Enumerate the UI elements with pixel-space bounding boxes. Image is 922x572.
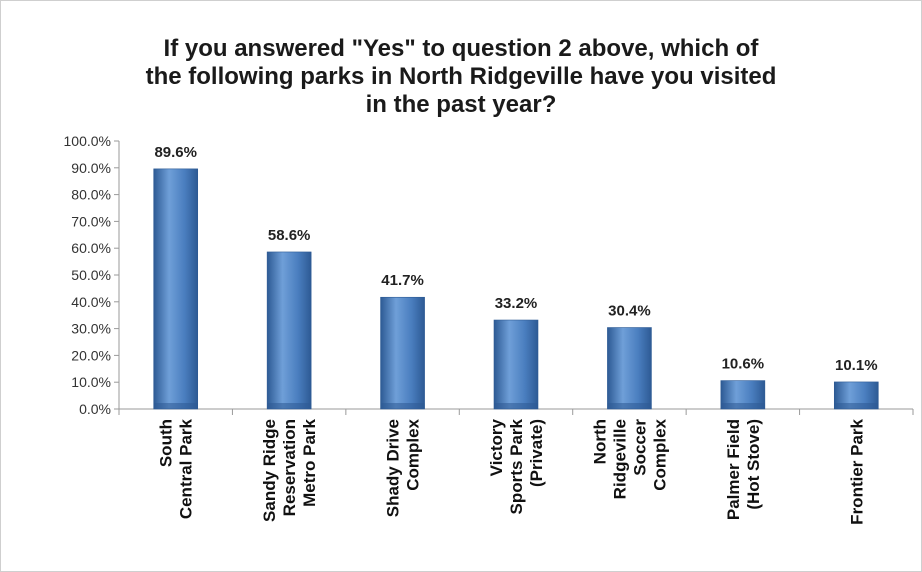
bar [153, 168, 199, 410]
x-tick-label: Sandy Ridge Reservation Metro Park [260, 418, 319, 522]
data-label: 10.1% [835, 357, 878, 374]
data-label: 33.2% [495, 295, 538, 312]
bar [607, 327, 652, 410]
bar-base-shade [267, 403, 312, 409]
bar-base-shade [494, 403, 538, 409]
bar [266, 251, 312, 410]
x-tick-label: Frontier Park [847, 418, 866, 524]
data-label: 89.6% [154, 144, 197, 161]
data-label: 58.6% [268, 227, 311, 244]
y-tick-label: 60.0% [71, 240, 111, 256]
x-tick-label-line: Complex [404, 418, 423, 490]
y-tick-label: 0.0% [79, 401, 111, 417]
x-tick-label-line: Reservation [280, 419, 299, 516]
bar [380, 296, 425, 410]
x-tick-label-line: Metro Park [300, 418, 319, 506]
chart-title-line-3: in the past year? [365, 91, 557, 118]
chart-title-line-2: the following parks in North Ridgeville … [145, 63, 777, 90]
data-label: 41.7% [381, 272, 424, 289]
x-tick-label-line: Frontier Park [847, 418, 866, 524]
x-tick-label-line: Sports Park [507, 418, 526, 514]
chart-title: If you answered "Yes" to question 2 abov… [81, 35, 841, 119]
x-tick-label-line: Complex [650, 418, 669, 490]
x-tick-label-line: Ridgeville [610, 419, 629, 499]
x-tick-label-line: (Hot Stove) [744, 419, 763, 510]
x-tick-label-line: Palmer Field [724, 419, 743, 520]
y-tick-label: 80.0% [71, 187, 111, 203]
x-tick-label: South Central Park [157, 418, 196, 519]
bar [493, 319, 539, 410]
x-tick-label-line: Sandy Ridge [260, 419, 279, 522]
x-tick-label: Shady Drive Complex [384, 418, 423, 517]
x-tick-label-line: North [590, 419, 609, 464]
x-tick-label-line: (Private) [527, 419, 546, 487]
bar-base-shade [720, 403, 765, 409]
y-tick-label: 10.0% [71, 374, 111, 390]
x-tick-label-line: South [157, 419, 176, 467]
y-tick-label: 100.0% [64, 133, 111, 149]
x-tick-label-line: Victory [487, 418, 506, 476]
y-tick-label: 50.0% [71, 267, 111, 283]
x-tick-label-line: Shady Drive [384, 419, 403, 517]
x-tick-label-line: Soccer [630, 419, 649, 476]
bar-base-shade [153, 403, 198, 409]
data-label: 30.4% [608, 303, 651, 320]
x-tick-label: Victory Sports Park (Private) [487, 418, 546, 514]
bar-base-shade [834, 403, 879, 409]
x-tick-label-line: Central Park [177, 418, 196, 519]
y-tick-label: 30.0% [71, 321, 111, 337]
x-tick-label: North Ridgeville Soccer Complex [590, 418, 669, 499]
bar-base-shade [380, 403, 425, 409]
y-tick-label: 20.0% [71, 347, 111, 363]
data-label: 10.6% [722, 356, 765, 373]
y-tick-label: 40.0% [71, 294, 111, 310]
y-tick-label: 90.0% [71, 160, 111, 176]
chart-title-line-1: If you answered "Yes" to question 2 abov… [163, 35, 759, 62]
y-tick-label: 70.0% [71, 213, 111, 229]
x-tick-label: Palmer Field (Hot Stove) [724, 419, 763, 520]
bar-base-shade [607, 403, 652, 409]
